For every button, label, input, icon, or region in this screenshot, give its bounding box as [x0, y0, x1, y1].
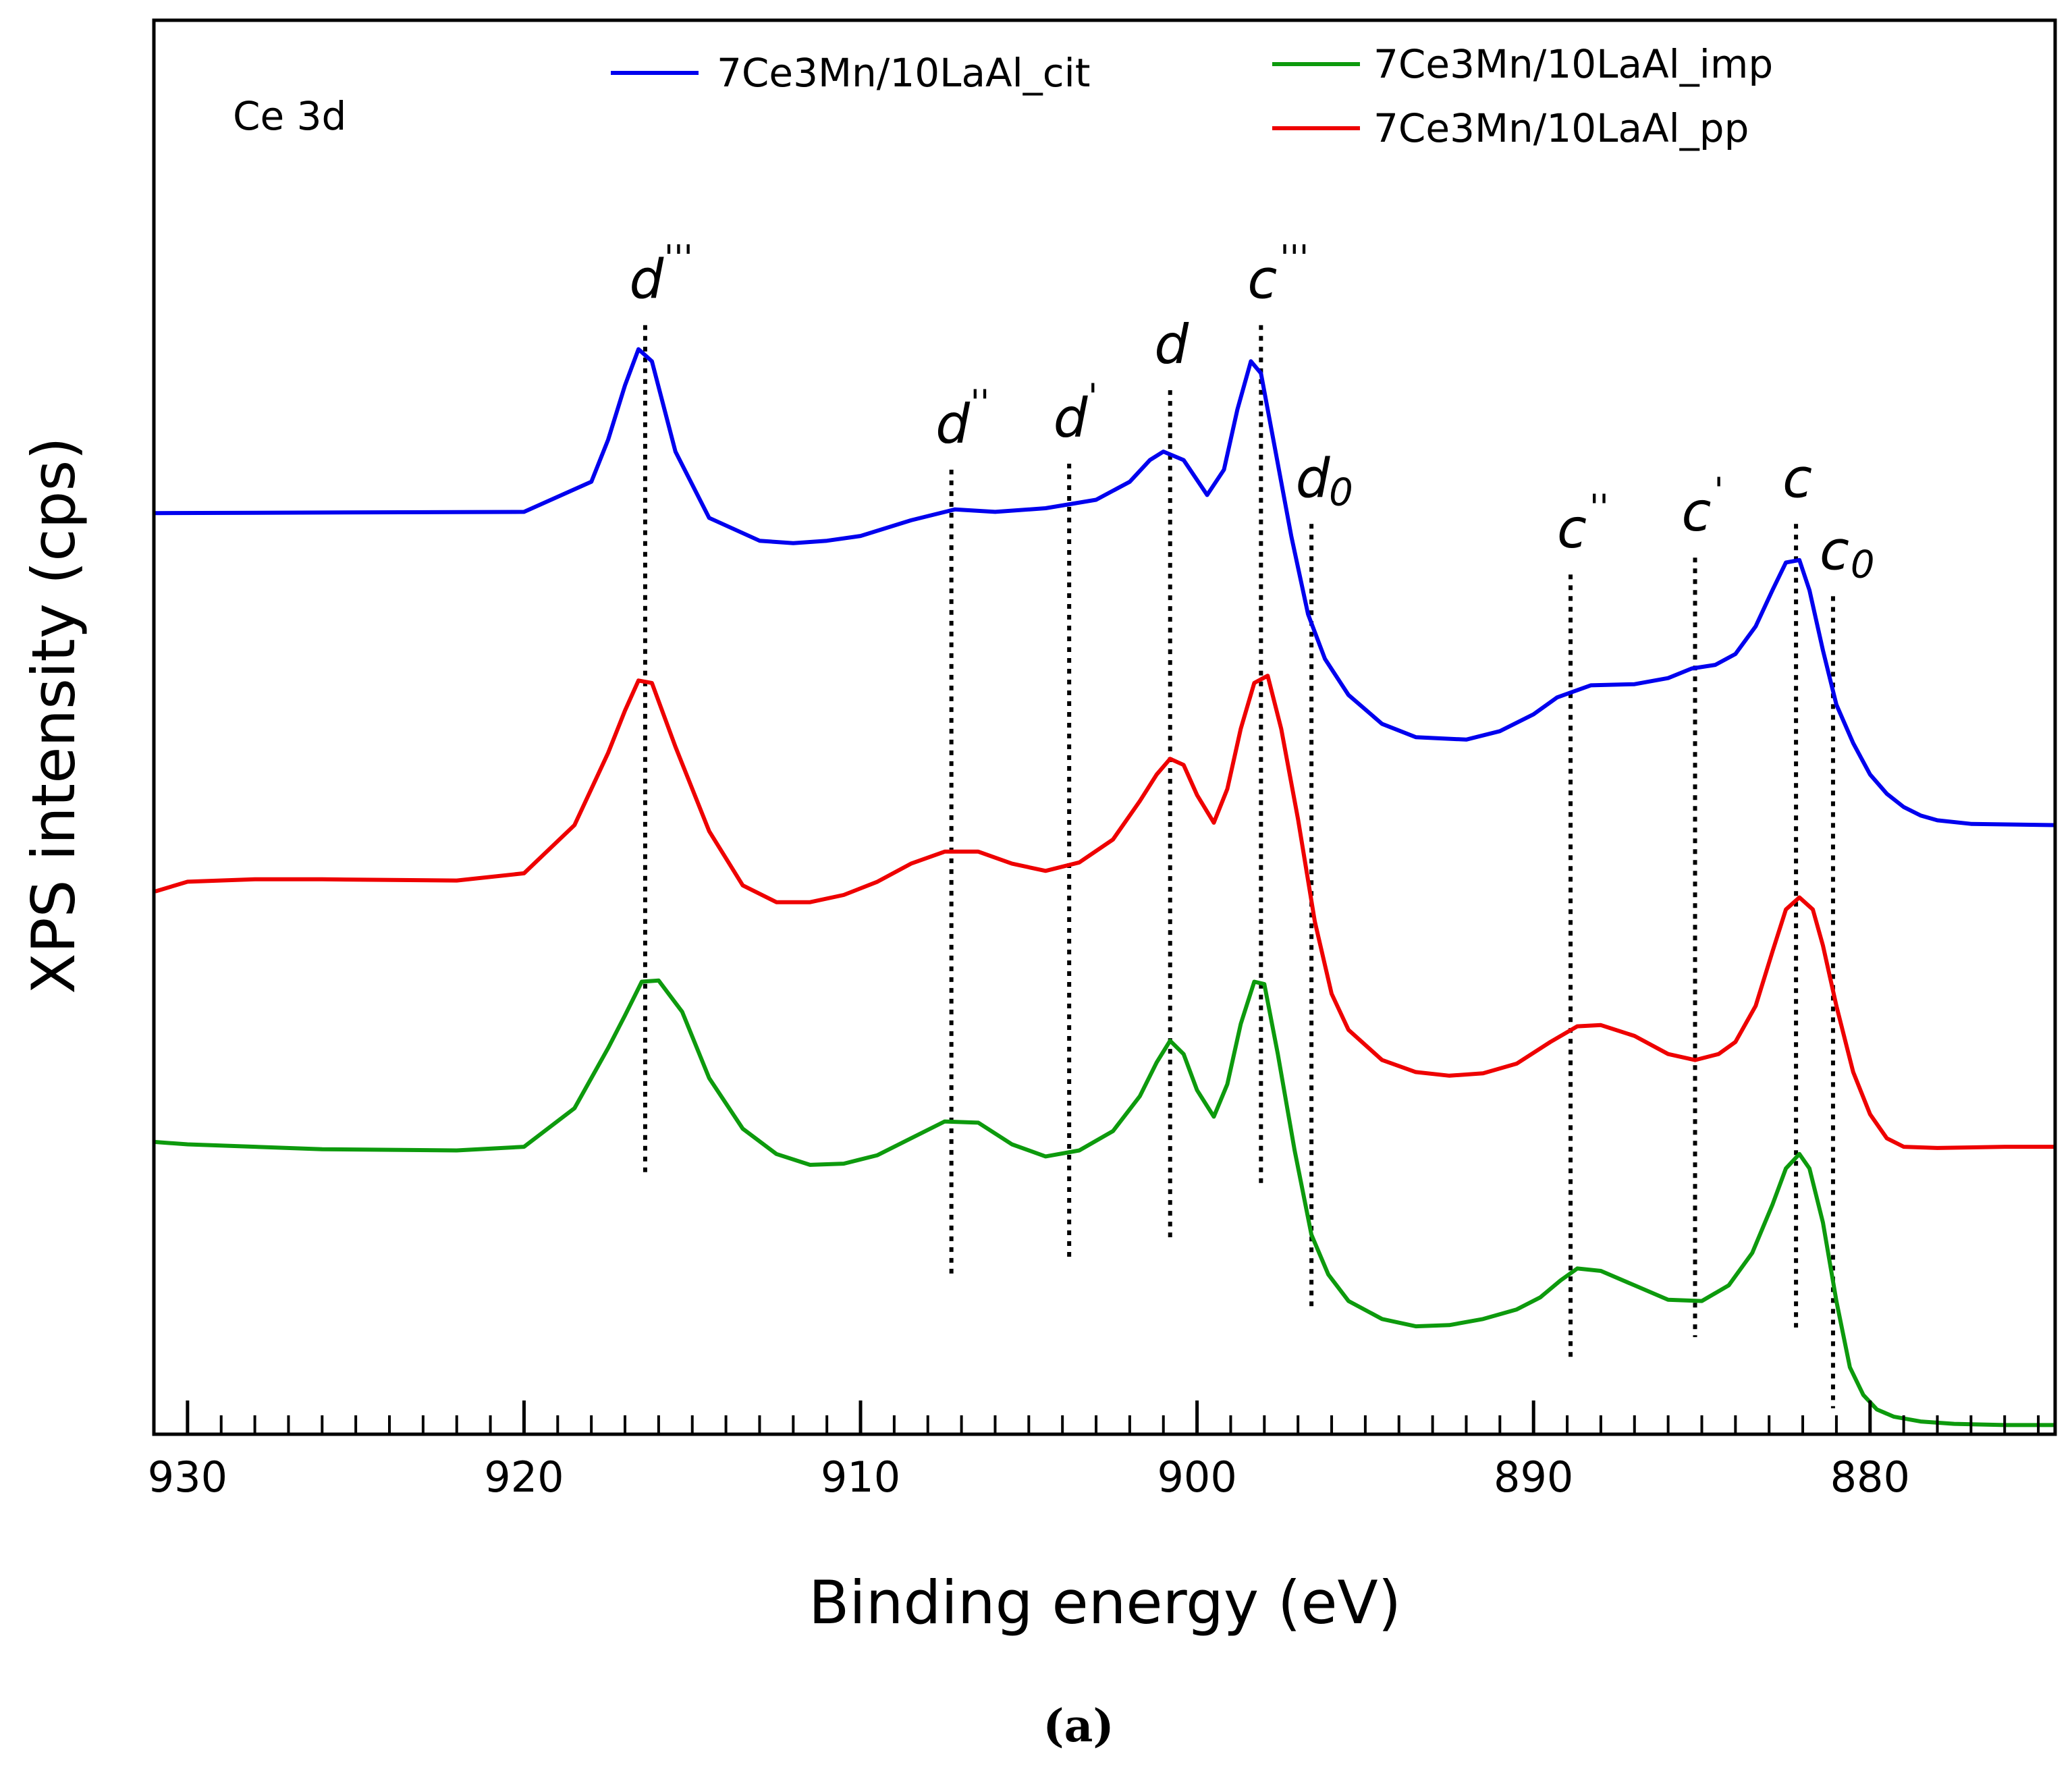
legend-label: 7Ce3Mn/10LaAl_pp [1373, 105, 1749, 151]
peak-label-letter: d [935, 393, 971, 456]
peak-label-letter: c [1782, 447, 1812, 510]
series-line-1 [155, 347, 2054, 827]
peak-label: c '' [1557, 487, 1609, 560]
plot-frame [152, 18, 2057, 1436]
legend: 7Ce3Mn/10LaAl_cit 7Ce3Mn/10LaAl_imp 7Ce3Mn… [611, 41, 1773, 151]
peak-label-letter: d [1296, 447, 1331, 510]
y-axis-title: XPS intensity (cps) [19, 437, 88, 994]
peak-label-letter: c [1820, 519, 1849, 582]
peak-label-letter: d [1154, 313, 1189, 376]
peak-label-prime: '' [971, 383, 990, 423]
peak-label-prime: ''' [1280, 238, 1309, 279]
x-tick-label: 930 [148, 1452, 227, 1502]
peak-label: d0 [1296, 447, 1353, 514]
series-line-2 [155, 978, 2054, 1427]
legend-label: 7Ce3Mn/10LaAl_cit [717, 50, 1091, 96]
x-tick-label: 910 [821, 1452, 900, 1502]
x-tick-label: 900 [1157, 1452, 1236, 1502]
legend-label: 7Ce3Mn/10LaAl_imp [1373, 41, 1773, 87]
peak-label: c ' [1682, 470, 1724, 543]
peak-label: d [1154, 313, 1189, 376]
peak-label: d '' [935, 383, 989, 456]
series-line-3 [155, 674, 2054, 1150]
peak-label-letter: d [1054, 387, 1089, 450]
legend-entry: 7Ce3Mn/10LaAl_pp [1272, 105, 1749, 151]
x-tick-label: 890 [1494, 1452, 1573, 1502]
legend-entry: 7Ce3Mn/10LaAl_imp [1272, 41, 1773, 87]
peak-label: c ''' [1247, 238, 1309, 311]
x-axis-title: Binding energy (eV) [809, 1568, 1401, 1637]
panel-label: Ce 3d [233, 93, 346, 139]
peak-label-prime: ' [1714, 470, 1724, 511]
peak-label: d ''' [630, 238, 693, 311]
legend-entry: 7Ce3Mn/10LaAl_cit [611, 50, 1091, 96]
peak-markers: d '''d '' d'dc '''d0c '' c ' cc 0 [630, 238, 1875, 1409]
peak-label-subscript: 0 [1851, 543, 1875, 587]
peak-label-prime: '' [1589, 487, 1609, 528]
peak-label-subscript: 0 [1329, 470, 1353, 514]
x-tick-label: 880 [1830, 1452, 1910, 1502]
series-lines [155, 347, 2054, 1427]
figure-caption: (a) [1043, 1699, 1114, 1752]
peak-label-letter: c [1247, 248, 1277, 311]
peak-label: c [1782, 447, 1812, 510]
peak-label-letter: c [1682, 481, 1712, 543]
peak-label-prime: ''' [664, 238, 693, 279]
peak-label-letter: c [1557, 497, 1587, 560]
peak-label-prime: ' [1088, 377, 1097, 417]
peak-label-letter: d [630, 248, 665, 311]
x-tick-label: 920 [484, 1452, 564, 1502]
peak-label: d ' [1054, 377, 1098, 450]
x-axis-ticks: 930 920 910 900 890 880 [148, 1400, 2040, 1502]
